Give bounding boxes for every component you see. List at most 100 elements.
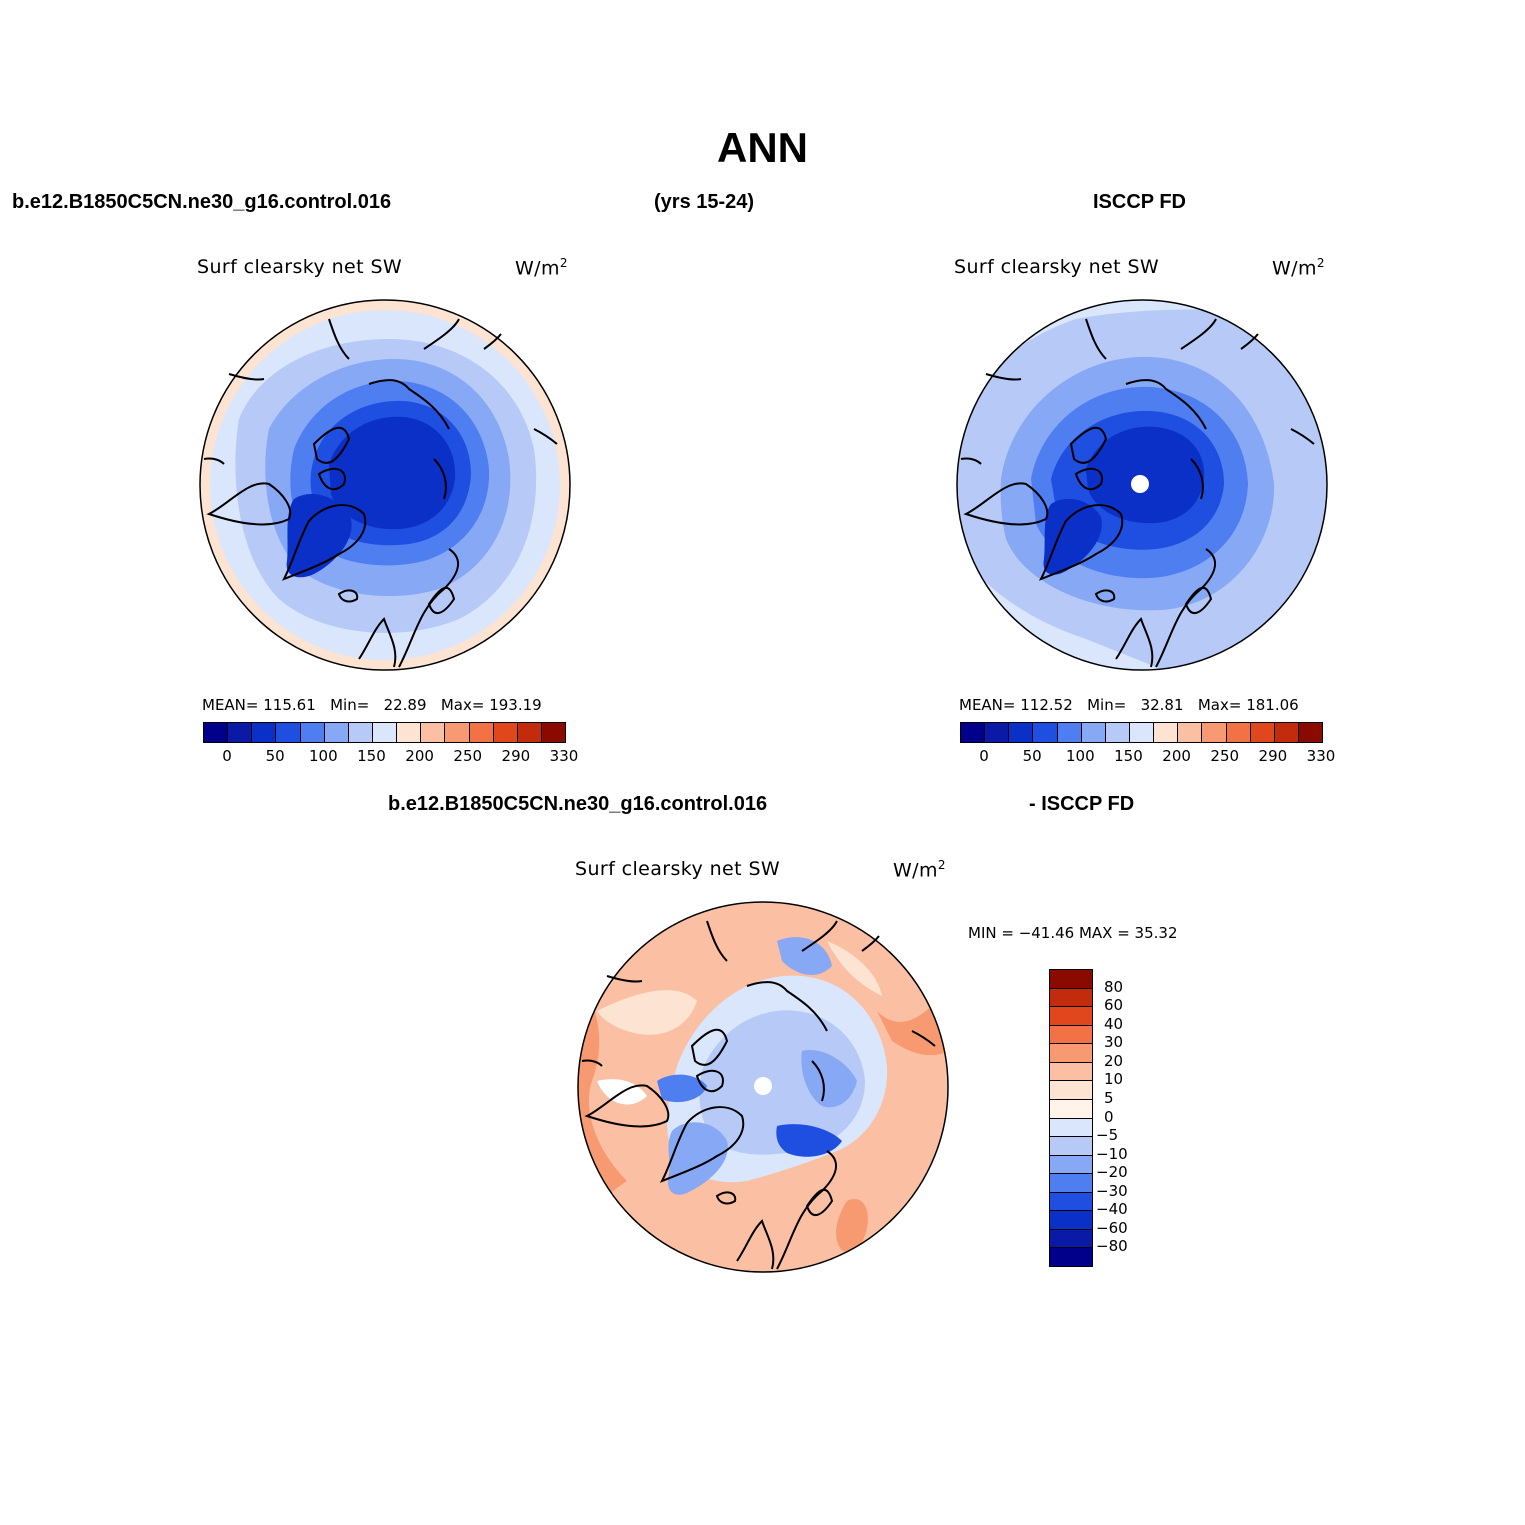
diff-field-m20-greenland (667, 1122, 728, 1195)
diff-colorbar-box (1050, 1137, 1092, 1156)
panel2-colorbar-box (1129, 723, 1155, 742)
diff-variable: Surf clearsky net SW (575, 858, 781, 880)
diff-colorbar-tick-label: −10 (1096, 1144, 1128, 1163)
panel2-colorbar-tick-label: 0 (979, 747, 989, 765)
panel2-colorbar-box (1250, 723, 1275, 742)
panel2-colorbar-tick-label: 100 (1066, 747, 1095, 765)
panel2-stats: MEAN= 112.52 Min= 32.81 Max= 181.06 (959, 696, 1299, 714)
diff-field-5-west (597, 990, 697, 1035)
diff-field-m30-archipelago (657, 1074, 707, 1103)
panel1-colorbar-box (372, 723, 398, 742)
panel2-colorbar-tick-label: 50 (1022, 747, 1042, 765)
panel1-stats: MEAN= 115.61 Min= 22.89 Max= 193.19 (202, 696, 542, 714)
diff-colorbar-tick-label: 5 (1104, 1088, 1114, 1107)
panel2-colorbar-tick-label: 150 (1114, 747, 1143, 765)
diff-missing-pole (754, 1077, 772, 1095)
panel1-colorbar-tick-label: 100 (309, 747, 338, 765)
diff-colorbar-tick-label: 80 (1104, 977, 1124, 996)
panel2-field-25 (1086, 426, 1205, 524)
panel1-map-border (199, 299, 571, 671)
panel1-colorbar-tick-label: 200 (405, 747, 434, 765)
panel1-colorbar-tick-label: 290 (501, 747, 531, 765)
diff-map (577, 901, 949, 1273)
panel1-colorbar-box (445, 723, 470, 742)
panel1-colorbar-box (469, 723, 494, 742)
diff-colorbar-tick-label: 40 (1104, 1014, 1124, 1033)
panel1-map (199, 299, 571, 671)
panel2-field-greenland (1043, 498, 1102, 575)
obs-name-header: ISCCP FD (1093, 191, 1186, 213)
panel2-colorbar-labels: 0 50 100 150 200 250 290 330 (960, 747, 1335, 767)
diff-colorbar-tick-label: −5 (1096, 1126, 1119, 1145)
panel2-colorbar (960, 722, 1323, 743)
diff-colorbar-box (1050, 1025, 1092, 1045)
diff-colorbar-box (1050, 1099, 1092, 1119)
diff-field-20-south (836, 1199, 868, 1253)
panel1-colorbar-box (397, 723, 422, 742)
panel2-colorbar-box (1033, 723, 1058, 742)
panel1-colorbar-box (276, 723, 301, 742)
diff-colorbar-box (1050, 1062, 1092, 1082)
panel2-field-150-north (957, 300, 1327, 419)
panel1-colorbar-box (493, 723, 518, 742)
diff-colorbar-tick-label: −20 (1096, 1163, 1128, 1182)
figure-title: ANN (717, 124, 808, 171)
diff-colorbar-box (1050, 970, 1092, 989)
panel1-colorbar-box (348, 723, 373, 742)
panel2-colorbar-tick-label: 250 (1210, 747, 1240, 765)
panel1-colorbar-tick-label: 150 (357, 747, 386, 765)
panel2-colorbar-box (1298, 723, 1323, 742)
panel1-colorbar-tick-label: 50 (265, 747, 285, 765)
diff-colorbar-box (1050, 1155, 1092, 1175)
diff-colorbar-box (1050, 1044, 1092, 1063)
diff-field-m10 (699, 1010, 865, 1155)
panel1-colorbar-tick-label: 0 (222, 747, 232, 765)
panel1-field-25 (329, 416, 456, 530)
diff-colorbar-tick-label: 10 (1104, 1070, 1124, 1089)
diff-colorbar-box (1050, 1248, 1092, 1266)
panel2-colorbar-box (1178, 723, 1203, 742)
panel2-colorbar-box (1154, 723, 1179, 742)
diff-colorbar (1049, 969, 1093, 1267)
panel2-colorbar-box (1009, 723, 1034, 742)
diff-colorbar-box (1050, 1229, 1092, 1249)
diff-colorbar-tick-label: −30 (1096, 1181, 1128, 1200)
panel2-colorbar-tick-label: 290 (1258, 747, 1288, 765)
diff-colorbar-box (1050, 1118, 1092, 1138)
diff-colorbar-tick-label: 20 (1104, 1051, 1124, 1070)
diff-colorbar-tick-label: 60 (1104, 996, 1124, 1015)
panel2-map-border (956, 299, 1328, 671)
diff-colorbar-tick-label: −60 (1096, 1218, 1128, 1237)
diff-colorbar-box (1050, 1211, 1092, 1230)
panel1-colorbar (203, 722, 566, 743)
diff-minmax: MIN = −41.46 MAX = 35.32 (968, 924, 1178, 942)
panel1-colorbar-box (228, 723, 253, 742)
diff-coastlines (581, 920, 936, 1270)
diff-colorbar-box (1050, 988, 1092, 1008)
panel1-colorbar-tick-label: 250 (453, 747, 483, 765)
diff-colorbar-box (1050, 1081, 1092, 1100)
diff-colorbar-box (1050, 1192, 1092, 1212)
diff-case-name-header: b.e12.B1850C5CN.ne30_g16.control.016 (388, 793, 768, 815)
panel2-colorbar-box (1202, 723, 1227, 742)
panel1-colorbar-box (204, 723, 229, 742)
panel2-colorbar-box (1081, 723, 1106, 742)
diff-colorbar-tick-label: −80 (1096, 1237, 1128, 1256)
panel2-colorbar-box (961, 723, 986, 742)
diff-colorbar-box (1050, 1174, 1092, 1193)
panel2-variable: Surf clearsky net SW (954, 256, 1160, 278)
diff-map-border (577, 901, 949, 1273)
panel1-coastlines (203, 318, 558, 668)
diff-obs-name-header: - ISCCP FD (1029, 793, 1135, 815)
diff-colorbar-labels: 80 60 40 30 20 10 5 0 −5 −10 −20 −30 −40 −60 −80 (1096, 969, 1158, 1269)
panel1-colorbar-box (421, 723, 446, 742)
case-name-header: b.e12.B1850C5CN.ne30_g16.control.016 (12, 191, 392, 213)
panel1-colorbar-box (541, 723, 566, 742)
panel2-colorbar-box (1274, 723, 1299, 742)
diff-field-m40 (776, 1124, 842, 1157)
panel1-variable: Surf clearsky net SW (197, 256, 403, 278)
diff-colorbar-tick-label: 30 (1104, 1033, 1124, 1052)
panel1-colorbar-box (517, 723, 542, 742)
panel2-colorbar-box (985, 723, 1010, 742)
panel2-coastlines (960, 318, 1315, 668)
